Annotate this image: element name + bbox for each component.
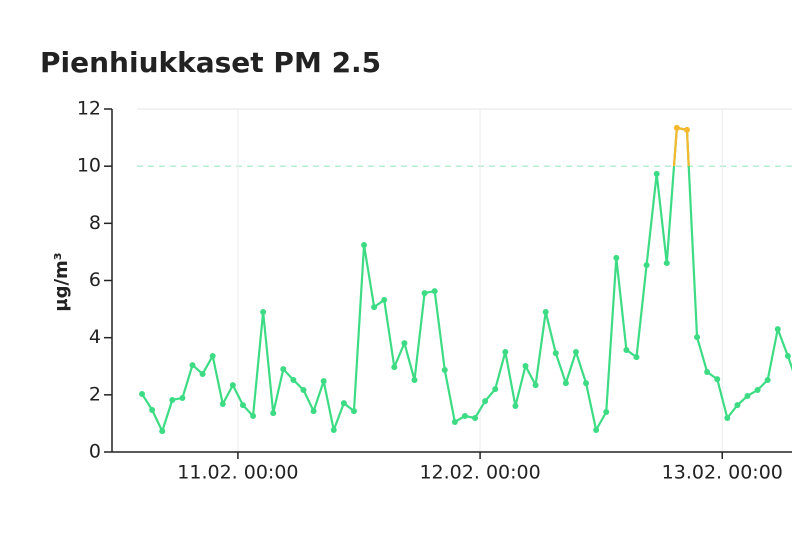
y-tick-label: 2: [89, 383, 101, 405]
data-point: [724, 414, 731, 421]
data-point: [673, 124, 680, 131]
data-point: [643, 262, 650, 269]
data-point: [653, 170, 660, 177]
data-point: [784, 352, 791, 359]
data-point: [492, 386, 499, 393]
data-point: [381, 296, 388, 303]
data-point: [461, 412, 468, 419]
plot-area: [139, 124, 792, 435]
data-point: [744, 392, 751, 399]
x-tick-label: 12.02. 00:00: [419, 462, 540, 484]
data-point: [774, 326, 781, 333]
data-point: [552, 350, 559, 357]
data-point: [350, 408, 357, 415]
data-point: [754, 386, 761, 393]
data-point: [572, 348, 579, 355]
data-point: [451, 418, 458, 425]
data-point: [421, 290, 428, 297]
data-point: [714, 376, 721, 383]
data-point: [683, 126, 690, 133]
data-point: [371, 304, 378, 311]
data-point: [320, 378, 327, 385]
data-point: [149, 406, 156, 413]
data-point: [764, 376, 771, 383]
data-point: [280, 366, 287, 373]
y-tick-label: 12: [77, 98, 101, 120]
data-point: [603, 408, 610, 415]
data-point: [179, 394, 186, 401]
y-axis-label: µg/m³: [51, 252, 72, 311]
data-point: [401, 340, 408, 347]
data-point: [310, 408, 317, 415]
data-point: [361, 242, 368, 249]
data-point: [189, 362, 196, 369]
data-point: [169, 396, 176, 403]
data-point: [250, 412, 257, 419]
data-point: [734, 402, 741, 409]
data-point: [532, 382, 539, 389]
data-point: [663, 260, 670, 267]
data-point: [340, 400, 347, 407]
data-point: [260, 308, 267, 315]
y-tick-label: 10: [77, 155, 101, 177]
data-point: [199, 370, 206, 377]
data-point: [441, 366, 448, 373]
data-point: [482, 398, 489, 405]
data-point: [209, 352, 216, 359]
data-point: [613, 254, 620, 261]
data-point: [290, 376, 297, 383]
data-point: [270, 410, 277, 417]
data-point: [593, 426, 600, 433]
data-point: [562, 380, 569, 387]
data-point: [431, 288, 438, 295]
data-point: [300, 386, 307, 393]
x-tick-label: 11.02. 00:00: [177, 462, 298, 484]
data-point: [139, 390, 146, 397]
data-point: [159, 428, 166, 435]
data-point: [694, 334, 701, 341]
data-point: [330, 426, 337, 433]
y-tick-label: 6: [89, 269, 101, 291]
y-tick-label: 0: [89, 441, 101, 463]
y-tick-label: 8: [89, 212, 101, 234]
data-point: [391, 364, 398, 371]
data-point: [542, 308, 549, 315]
data-point: [472, 414, 479, 421]
series-line: [141, 126, 792, 433]
data-point: [229, 382, 236, 389]
above-threshold: [672, 126, 690, 167]
data-point: [583, 380, 590, 387]
data-point: [411, 376, 418, 383]
data-point: [219, 400, 226, 407]
y-tick-label: 4: [89, 326, 101, 348]
data-point: [502, 348, 509, 355]
data-point: [522, 362, 529, 369]
data-point: [239, 402, 246, 409]
x-tick-label: 13.02. 00:00: [662, 462, 783, 484]
data-point: [512, 402, 519, 409]
data-point: [704, 368, 711, 375]
chart-title: Pienhiukkaset PM 2.5: [40, 46, 381, 79]
series-line-above-threshold: [672, 126, 690, 167]
data-point: [623, 346, 630, 353]
data-point: [633, 354, 640, 361]
